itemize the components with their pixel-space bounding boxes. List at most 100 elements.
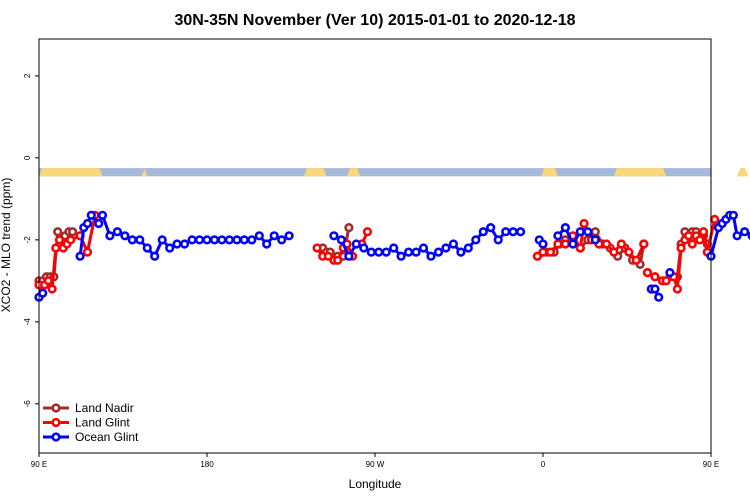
- data-point: [135, 235, 145, 245]
- data-point: [590, 227, 600, 237]
- land-strip-segment: [541, 168, 558, 177]
- legend-swatch-point: [51, 403, 61, 413]
- data-point: [695, 235, 705, 245]
- data-point: [224, 235, 234, 245]
- data-point: [532, 251, 543, 261]
- data-point: [698, 227, 709, 237]
- legend-item: Land Glint: [43, 416, 130, 430]
- data-point: [426, 251, 436, 261]
- data-point: [359, 243, 369, 253]
- data-point: [650, 272, 660, 282]
- data-point: [165, 243, 175, 253]
- data-point: [538, 247, 548, 257]
- data-point: [47, 284, 57, 294]
- data-point: [344, 223, 354, 233]
- legend-swatch-point: [51, 432, 61, 442]
- data-point: [202, 235, 212, 245]
- data-point: [616, 239, 627, 249]
- data-point: [560, 239, 571, 249]
- data-point: [609, 247, 619, 257]
- data-point: [53, 227, 63, 237]
- data-point: [463, 243, 473, 253]
- data-point: [553, 231, 563, 241]
- data-point: [650, 284, 660, 294]
- data-point: [683, 231, 694, 241]
- land-strip-segment: [613, 168, 667, 177]
- y-tick-label: 2: [23, 73, 32, 78]
- data-point: [560, 223, 571, 233]
- data-point: [374, 247, 384, 257]
- data-point: [418, 243, 429, 253]
- data-point: [404, 247, 414, 257]
- data-point: [232, 235, 242, 245]
- y-tick-label: -2: [23, 236, 32, 244]
- data-point: [97, 210, 108, 220]
- data-point: [639, 239, 649, 249]
- data-point: [112, 227, 122, 237]
- data-point: [486, 223, 496, 233]
- data-point: [187, 235, 197, 245]
- x-tick-label: 90 W: [366, 460, 385, 469]
- data-point: [38, 288, 48, 298]
- plot-frame: [38, 38, 712, 454]
- data-point: [239, 235, 249, 245]
- data-point: [553, 239, 563, 249]
- data-point: [82, 218, 93, 229]
- legend-swatch-point: [51, 417, 61, 428]
- data-point: [105, 231, 115, 241]
- data-point: [51, 243, 61, 253]
- y-tick-label: -6: [23, 400, 32, 408]
- y-tick-label: 0: [23, 155, 32, 160]
- data-point: [456, 247, 466, 257]
- data-point: [448, 239, 459, 249]
- data-point: [654, 292, 664, 302]
- data-point: [94, 218, 104, 229]
- land-strip-segment: [737, 168, 749, 177]
- legend-label: Land Nadir: [75, 401, 134, 415]
- data-point: [471, 235, 481, 245]
- data-point: [269, 231, 279, 241]
- data-point: [441, 243, 451, 253]
- data-point: [366, 247, 376, 257]
- land-strip-segment: [304, 168, 327, 177]
- ocean-strip: [39, 168, 711, 177]
- data-point: [583, 227, 593, 237]
- data-point: [631, 255, 641, 265]
- data-point: [180, 239, 190, 249]
- data-point: [493, 235, 503, 245]
- data-point: [344, 251, 354, 261]
- land-strip-segment: [347, 168, 361, 177]
- data-point: [172, 239, 182, 249]
- data-point: [323, 251, 333, 261]
- data-point: [262, 239, 272, 249]
- data-point: [381, 247, 391, 257]
- data-point: [82, 247, 93, 257]
- data-point: [396, 251, 406, 261]
- data-point: [590, 235, 600, 245]
- data-point: [665, 268, 675, 278]
- land-ocean-strip: [39, 168, 749, 177]
- data-point: [247, 235, 257, 245]
- y-axis-label: XCO2 - MLO trend (ppm): [0, 178, 13, 313]
- data-point: [142, 243, 152, 253]
- data-point: [579, 218, 589, 229]
- data-point: [194, 235, 205, 245]
- data-point: [67, 227, 78, 237]
- data-point: [277, 235, 287, 245]
- data-point: [575, 243, 585, 253]
- data-point: [312, 243, 322, 253]
- data-point: [728, 210, 739, 220]
- data-point: [601, 239, 612, 249]
- data-point: [362, 227, 373, 237]
- data-point: [389, 243, 399, 253]
- data-point: [538, 239, 548, 249]
- series-layer: [34, 210, 750, 302]
- data-point: [120, 231, 130, 241]
- x-tick-label: 180: [200, 460, 214, 469]
- data-point: [86, 210, 96, 220]
- data-point: [732, 231, 742, 241]
- data-point: [333, 255, 343, 265]
- data-point: [54, 235, 65, 245]
